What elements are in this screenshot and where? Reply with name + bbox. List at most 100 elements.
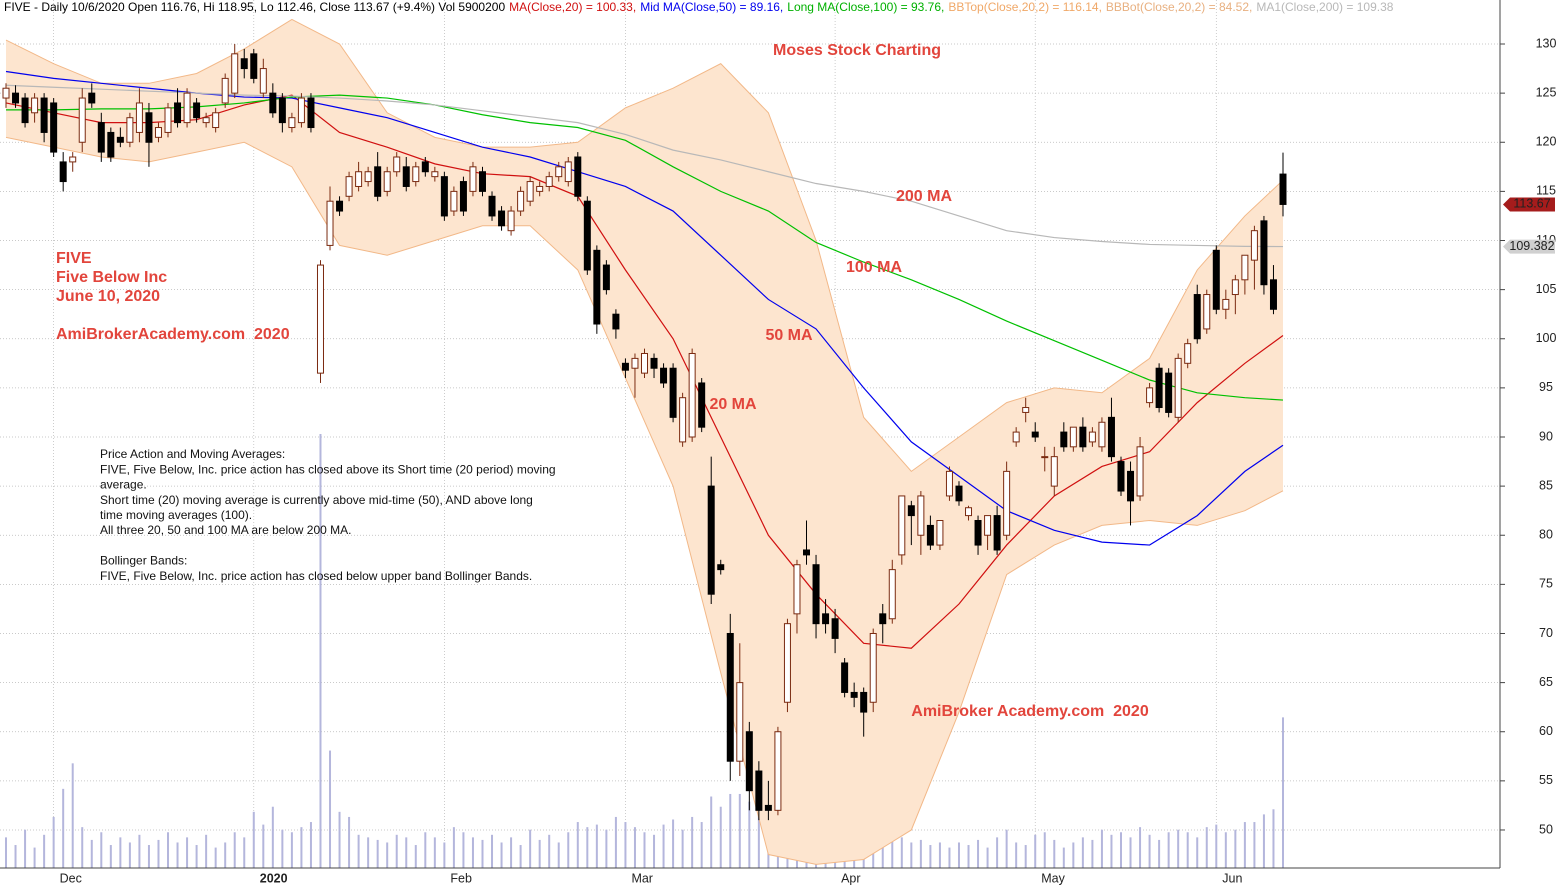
candle-body [164, 107, 172, 133]
y-tick-label: 105 [1536, 282, 1557, 296]
note-line: Price Action and Moving Averages: [100, 447, 285, 461]
y-tick-label: 80 [1539, 528, 1553, 542]
volume-bar [1148, 834, 1151, 868]
candle-body [383, 171, 391, 192]
candle-body [621, 362, 629, 371]
volume-bar [1139, 827, 1142, 868]
volume-bar [1253, 822, 1256, 868]
volume-bar [643, 832, 646, 868]
volume-bar [1129, 837, 1132, 868]
volume-bar [357, 834, 360, 868]
candle-body [812, 564, 820, 625]
volume-bar [481, 839, 484, 868]
candle-body [774, 731, 782, 811]
volume-bar [176, 842, 179, 868]
volume-bar [1215, 824, 1218, 868]
candle-body [1069, 426, 1077, 448]
candle-body [135, 102, 143, 133]
candle-body [12, 92, 20, 104]
volume-bar [81, 827, 84, 868]
band-lower [5, 136, 1284, 865]
ma-line [5, 94, 1284, 649]
candle-body [59, 161, 67, 183]
candle-body [974, 520, 982, 546]
candle-body [50, 102, 58, 153]
y-tick-label: 120 [1536, 135, 1557, 149]
volume-bar [5, 837, 7, 868]
candle-body [984, 515, 992, 536]
volume-bar [891, 839, 894, 868]
volume-bar [443, 842, 446, 868]
volume-bar [43, 834, 46, 868]
volume-bar [1158, 839, 1161, 868]
candle-body [517, 190, 525, 212]
volume-bar [167, 832, 170, 868]
x-tick-label: Jun [1222, 871, 1242, 885]
volume-bar [967, 845, 970, 868]
candle-body [1241, 254, 1249, 281]
volume-bar [662, 824, 665, 868]
ma-label: 200 MA [896, 188, 952, 205]
volume-bar [338, 811, 341, 868]
volume-bar [147, 845, 150, 868]
candle-body [202, 117, 210, 124]
candle-body [297, 97, 305, 124]
volume-bar [462, 832, 465, 868]
candle-body [107, 131, 115, 158]
volume-bar [719, 806, 722, 868]
volume-bar [1005, 829, 1008, 868]
volume-bar [1186, 832, 1189, 868]
volume-bar [376, 839, 379, 868]
candle-body [374, 166, 382, 197]
candle-body [602, 264, 610, 291]
candle-body [421, 161, 429, 173]
candle-body [145, 112, 153, 143]
bollinger-band [5, 18, 1284, 865]
volume-bar [729, 793, 732, 868]
volume-bar [395, 834, 398, 868]
candle-body [831, 618, 839, 639]
volume-bar [986, 847, 989, 868]
volume-bar [1196, 837, 1199, 868]
volume-bar [471, 837, 474, 868]
volume-bar [271, 806, 274, 868]
volume-bar [33, 847, 36, 868]
volume-bar [1224, 832, 1227, 868]
candle-body [1088, 431, 1096, 443]
volume-bar [948, 847, 951, 868]
volume-bar [281, 829, 284, 868]
volume-bar [919, 839, 922, 868]
candle-body [898, 495, 906, 556]
volume-bar [710, 796, 713, 868]
candle-body [783, 623, 791, 703]
volume-bar [510, 837, 513, 868]
volume-bar [1272, 809, 1275, 868]
note-line: Bollinger Bands: [100, 554, 187, 568]
band-area [6, 19, 1283, 865]
candle-body [40, 97, 48, 133]
candle-body [393, 156, 401, 173]
volume-bar [138, 834, 141, 868]
volume-bar [691, 816, 694, 868]
candle-body [669, 367, 677, 418]
candle-body [955, 485, 963, 502]
volume-bar [748, 801, 751, 868]
candle-body [631, 357, 639, 369]
candle-body [803, 549, 811, 556]
header-segment: MA(Close,20) = 100.33, [509, 0, 636, 14]
y-tick-label: 50 [1539, 822, 1553, 836]
candle-body [1203, 294, 1211, 330]
candle-body [641, 352, 648, 374]
volume-bar [1091, 839, 1094, 868]
candle-body [97, 122, 105, 153]
candle-body [879, 613, 887, 625]
candle-body [717, 564, 725, 571]
ma-line [6, 94, 1284, 401]
candle-body [507, 210, 515, 232]
candle-body [126, 117, 134, 143]
candle-body [355, 171, 363, 187]
y-tick-label: 125 [1536, 85, 1557, 99]
volume-bar [224, 842, 227, 868]
candle-body [945, 470, 953, 497]
candle-body [736, 682, 744, 762]
